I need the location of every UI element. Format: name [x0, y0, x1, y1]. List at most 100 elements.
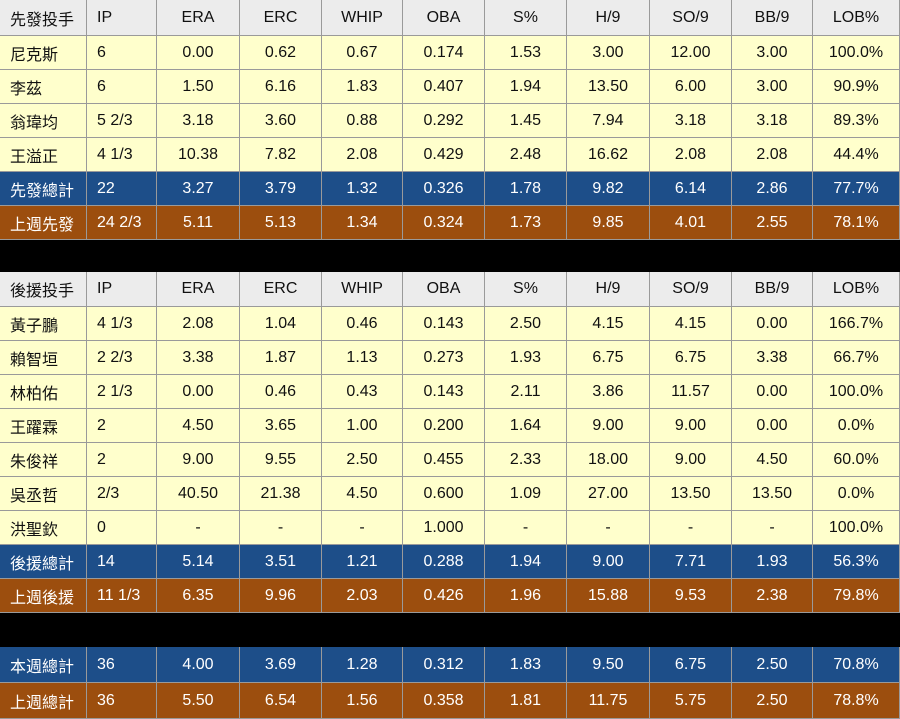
header-cell: BB/9: [732, 0, 813, 36]
header-cell: ERA: [157, 0, 240, 36]
stat-cell: 1.53: [485, 36, 567, 70]
stat-cell: 3.18: [157, 104, 240, 138]
stat-cell: 100.0%: [813, 36, 900, 70]
stat-cell: 0.00: [157, 375, 240, 409]
stat-cell: 27.00: [567, 477, 650, 511]
stat-cell: 0.429: [403, 138, 485, 172]
stat-cell: 77.7%: [813, 172, 900, 206]
stat-cell: 4.00: [157, 647, 240, 683]
header-cell: OBA: [403, 272, 485, 307]
stat-cell: 3.51: [240, 545, 322, 579]
stat-cell: 0.273: [403, 341, 485, 375]
stat-cell: 22: [87, 172, 157, 206]
header-cell: ERC: [240, 0, 322, 36]
stat-cell: 0.67: [322, 36, 403, 70]
stat-cell: 56.3%: [813, 545, 900, 579]
stat-cell: 79.8%: [813, 579, 900, 613]
stat-cell: 24 2/3: [87, 206, 157, 240]
header-cell: OBA: [403, 0, 485, 36]
stat-cell: 1.78: [485, 172, 567, 206]
stat-cell: -: [157, 511, 240, 545]
stat-cell: 6.35: [157, 579, 240, 613]
stat-cell: 0.00: [732, 307, 813, 341]
stat-cell: 6.14: [650, 172, 732, 206]
stat-cell: 2 2/3: [87, 341, 157, 375]
stat-cell: 9.00: [650, 409, 732, 443]
stat-cell: 11 1/3: [87, 579, 157, 613]
stat-cell: 4.50: [157, 409, 240, 443]
stat-cell: 89.3%: [813, 104, 900, 138]
stat-cell: 36: [87, 647, 157, 683]
row-label: 後援總計: [0, 545, 87, 579]
stat-cell: -: [322, 511, 403, 545]
stat-cell: 6.54: [240, 683, 322, 719]
stat-cell: 2.50: [322, 443, 403, 477]
stat-cell: 2: [87, 443, 157, 477]
stat-cell: 2.50: [485, 307, 567, 341]
stat-cell: 3.27: [157, 172, 240, 206]
stat-cell: 6.75: [650, 647, 732, 683]
stat-cell: 9.53: [650, 579, 732, 613]
stat-cell: 2.33: [485, 443, 567, 477]
stat-cell: 9.96: [240, 579, 322, 613]
header-cell: S%: [485, 272, 567, 307]
stat-cell: 3.65: [240, 409, 322, 443]
stat-cell: 2.48: [485, 138, 567, 172]
stat-cell: 7.71: [650, 545, 732, 579]
stat-cell: 1.56: [322, 683, 403, 719]
stat-cell: 1.28: [322, 647, 403, 683]
stat-cell: 3.18: [650, 104, 732, 138]
stat-cell: 14: [87, 545, 157, 579]
stat-cell: 0.455: [403, 443, 485, 477]
header-cell: IP: [87, 0, 157, 36]
stat-cell: 3.60: [240, 104, 322, 138]
stat-cell: 7.82: [240, 138, 322, 172]
stat-cell: 13.50: [650, 477, 732, 511]
stat-cell: 1.50: [157, 70, 240, 104]
stat-cell: 0.143: [403, 375, 485, 409]
header-cell: LOB%: [813, 272, 900, 307]
stat-cell: 100.0%: [813, 375, 900, 409]
stat-cell: -: [567, 511, 650, 545]
stat-cell: 70.8%: [813, 647, 900, 683]
row-label: 王躍霖: [0, 409, 87, 443]
stat-cell: 1.93: [732, 545, 813, 579]
row-label: 上週總計: [0, 683, 87, 719]
stat-cell: 60.0%: [813, 443, 900, 477]
stat-cell: 0.358: [403, 683, 485, 719]
stat-cell: 6: [87, 36, 157, 70]
stat-cell: 3.00: [732, 36, 813, 70]
stat-cell: 3.86: [567, 375, 650, 409]
stat-cell: 0.00: [157, 36, 240, 70]
row-label: 洪聖欽: [0, 511, 87, 545]
stat-cell: 11.57: [650, 375, 732, 409]
stat-cell: 2.08: [157, 307, 240, 341]
stat-cell: 3.18: [732, 104, 813, 138]
stat-cell: 78.8%: [813, 683, 900, 719]
stat-cell: 1.83: [485, 647, 567, 683]
stat-cell: 21.38: [240, 477, 322, 511]
stat-cell: 2.08: [322, 138, 403, 172]
stat-cell: 3.00: [732, 70, 813, 104]
stat-cell: 9.00: [567, 409, 650, 443]
stat-cell: 1.000: [403, 511, 485, 545]
stat-cell: 9.82: [567, 172, 650, 206]
row-label: 翁瑋均: [0, 104, 87, 138]
header-cell: H/9: [567, 0, 650, 36]
stat-cell: 0.326: [403, 172, 485, 206]
stat-cell: 4 1/3: [87, 138, 157, 172]
stat-cell: 5.13: [240, 206, 322, 240]
stat-cell: 6.75: [567, 341, 650, 375]
stat-cell: 4 1/3: [87, 307, 157, 341]
stat-cell: 2: [87, 409, 157, 443]
stat-cell: 1.64: [485, 409, 567, 443]
row-label: 尼克斯: [0, 36, 87, 70]
header-cell: SO/9: [650, 272, 732, 307]
stat-cell: 66.7%: [813, 341, 900, 375]
stat-cell: 7.94: [567, 104, 650, 138]
stat-cell: 0.00: [732, 409, 813, 443]
stat-cell: 40.50: [157, 477, 240, 511]
stat-cell: 4.50: [322, 477, 403, 511]
header-cell: 先發投手: [0, 0, 87, 36]
stat-cell: 1.73: [485, 206, 567, 240]
